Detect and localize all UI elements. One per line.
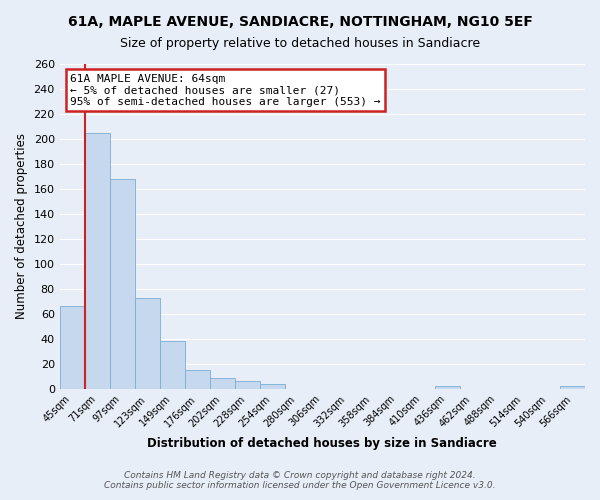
Bar [110, 179, 135, 389]
Bar [185, 370, 210, 389]
Bar [85, 132, 110, 389]
Bar [210, 378, 235, 389]
Y-axis label: Number of detached properties: Number of detached properties [15, 134, 28, 320]
Text: Size of property relative to detached houses in Sandiacre: Size of property relative to detached ho… [120, 38, 480, 51]
Bar [435, 386, 460, 389]
Text: 61A, MAPLE AVENUE, SANDIACRE, NOTTINGHAM, NG10 5EF: 61A, MAPLE AVENUE, SANDIACRE, NOTTINGHAM… [68, 15, 532, 29]
X-axis label: Distribution of detached houses by size in Sandiacre: Distribution of detached houses by size … [148, 437, 497, 450]
Text: Contains HM Land Registry data © Crown copyright and database right 2024.
Contai: Contains HM Land Registry data © Crown c… [104, 470, 496, 490]
Bar [135, 298, 160, 389]
Bar [260, 384, 285, 389]
Text: 61A MAPLE AVENUE: 64sqm
← 5% of detached houses are smaller (27)
95% of semi-det: 61A MAPLE AVENUE: 64sqm ← 5% of detached… [70, 74, 380, 107]
Bar [59, 306, 85, 389]
Bar [235, 382, 260, 389]
Bar [160, 342, 185, 389]
Bar [560, 386, 585, 389]
